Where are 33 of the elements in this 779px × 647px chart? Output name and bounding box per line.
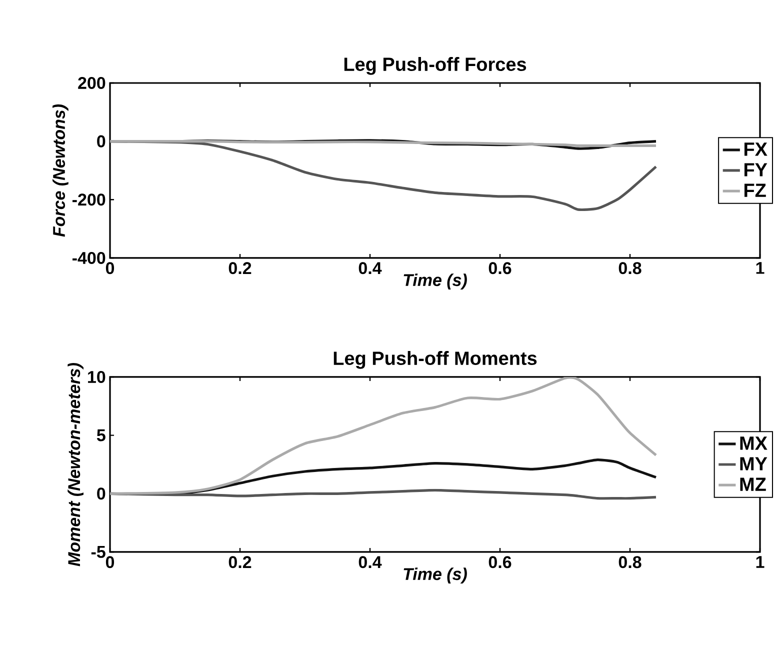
x-tick-label: 1 — [756, 262, 764, 274]
y-tick-label: 5 — [96, 429, 106, 442]
x-tick-label: 0.6 — [488, 262, 512, 274]
legend-label: FZ — [744, 184, 766, 197]
x-tick-label: 0.6 — [488, 556, 512, 568]
x-tick-label: 0.4 — [358, 556, 382, 568]
x-tick-label: 1 — [756, 556, 764, 568]
x-tick-label: 0.4 — [358, 262, 382, 274]
chart-title: Leg Push-off Forces — [344, 57, 526, 75]
y-tick-label: -200 — [72, 194, 106, 206]
x-axis-title: Time (s) — [404, 274, 467, 290]
legend-label: MX — [740, 436, 768, 450]
y-axis-title: Force (Newtons) — [52, 104, 68, 237]
x-tick-label: 0 — [106, 556, 114, 568]
line-series — [110, 376, 658, 495]
y-tick-label: 10 — [88, 370, 106, 384]
y-tick-label: 0 — [97, 488, 106, 500]
y-tick-label: -400 — [72, 252, 106, 264]
legend-label: FX — [744, 142, 768, 156]
x-tick-label: 0.2 — [228, 262, 252, 274]
legend-label: MZ — [740, 478, 766, 491]
x-axis-title: Time (s) — [404, 568, 467, 584]
legend-label: MY — [740, 457, 768, 470]
x-tick-label: 0 — [106, 262, 114, 274]
chart-title: Leg Push-off Moments — [334, 351, 537, 369]
y-tick-label: -5 — [91, 546, 106, 558]
legend-label: FY — [744, 163, 768, 176]
y-tick-label: 200 — [78, 76, 106, 90]
x-tick-label: 0.8 — [618, 262, 642, 274]
y-axis-title: Moment (Newton-meters) — [68, 363, 84, 566]
y-tick-label: 0 — [97, 135, 106, 148]
x-tick-label: 0.8 — [618, 556, 642, 568]
x-tick-label: 0.2 — [228, 556, 252, 568]
